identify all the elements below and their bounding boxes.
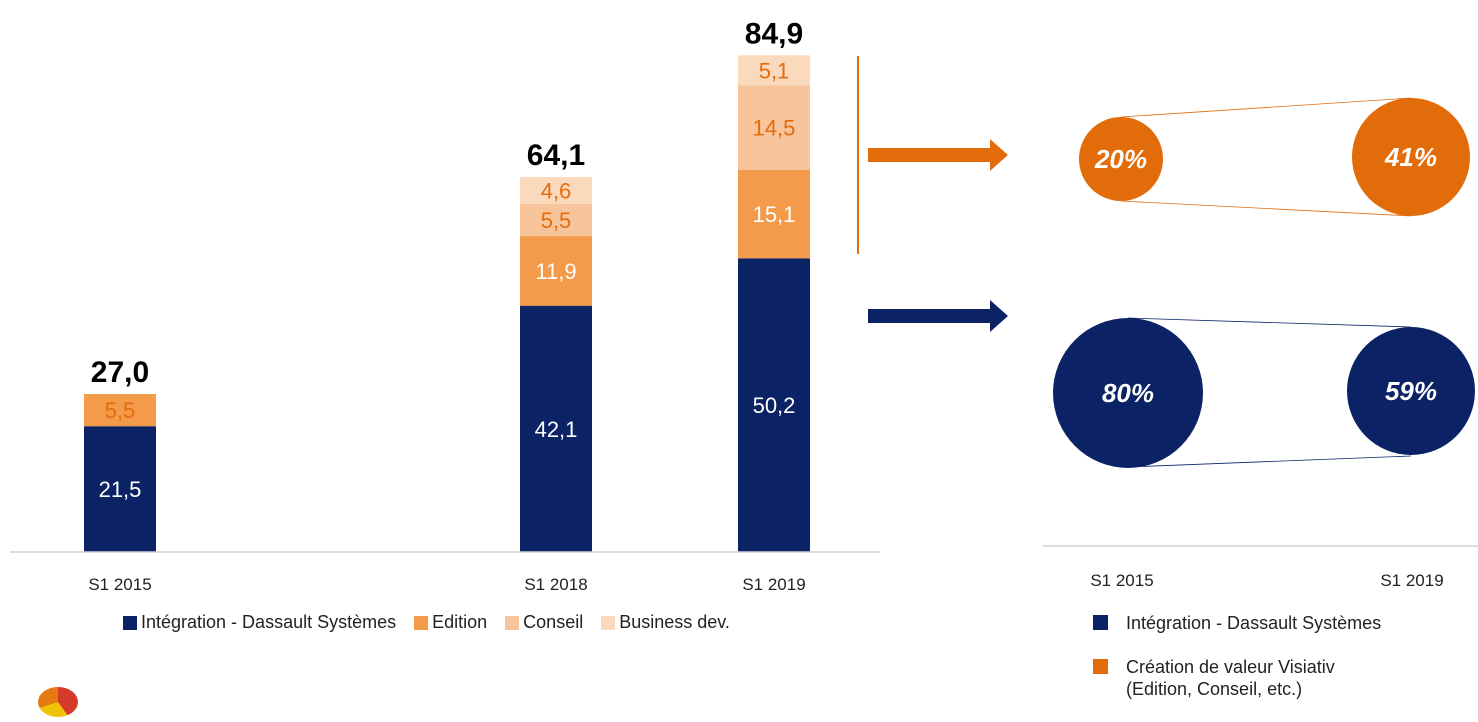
legend-swatch xyxy=(414,615,429,630)
totals-layer: 27,0 64,1 84,9 xyxy=(91,17,803,389)
legend-item: Intégration - Dassault Systèmes xyxy=(1093,612,1381,634)
bar-segment-conseil xyxy=(738,85,810,170)
connector-line xyxy=(1120,200,1412,217)
arrow-head xyxy=(990,300,1008,332)
x-tick-label: S1 2018 xyxy=(524,575,587,594)
bubble-creation-2019 xyxy=(1352,98,1470,216)
legend-label: Intégration - Dassault Systèmes xyxy=(141,612,397,632)
legend-swatch xyxy=(123,615,137,630)
total-label: 27,0 xyxy=(91,356,149,389)
bubble-value-label: 20% xyxy=(1094,144,1147,174)
data-label: 14,5 xyxy=(753,116,796,141)
data-label: 5,5 xyxy=(105,398,136,423)
legend-item: Edition xyxy=(414,612,487,633)
legend-label-line: (Edition, Conseil, etc.) xyxy=(1126,679,1303,699)
bubble-value-label: 80% xyxy=(1102,378,1154,408)
bubble-legend: Intégration - Dassault Systèmes Création… xyxy=(1093,612,1381,722)
bubble-integration-2019 xyxy=(1347,327,1475,455)
data-label: 50,2 xyxy=(753,393,796,418)
connector-line xyxy=(1120,97,1412,118)
legend-item: Conseil xyxy=(505,612,583,633)
chart-canvas: 21,5 5,5 42,1 11,9 5,5 4,6 50,2 15,1 14,5 5,1 27,… xyxy=(10,17,1478,594)
connector-line xyxy=(1127,317,1412,328)
bar-segment-business-dev xyxy=(738,55,810,86)
bubble-value-label: 41% xyxy=(1384,142,1437,172)
data-label: 5,5 xyxy=(541,208,572,233)
legend-label: Conseil xyxy=(523,612,584,632)
x-tick-label: S1 2015 xyxy=(88,575,151,594)
company-logo xyxy=(38,687,78,717)
bubble-value-label: 59% xyxy=(1385,376,1437,406)
bars-layer xyxy=(84,55,810,552)
bar-segment-edition xyxy=(738,169,810,259)
legend-item: Intégration - Dassault Systèmes xyxy=(123,612,396,633)
legend-item: Business dev. xyxy=(601,612,730,633)
total-label: 64,1 xyxy=(527,139,585,172)
bubble-creation-2015 xyxy=(1079,117,1163,201)
legend-item: Création de valeur Visiativ (Edition, Co… xyxy=(1093,656,1381,700)
segment-labels-layer: 21,5 5,5 42,1 11,9 5,5 4,6 50,2 15,1 14,5 5,1 xyxy=(99,58,796,502)
total-label: 84,9 xyxy=(745,17,803,50)
bar-segment-integration xyxy=(520,305,592,552)
bar-segment-edition xyxy=(520,236,592,306)
arrow-integration xyxy=(868,300,1008,332)
data-label: 15,1 xyxy=(753,202,796,227)
bar-segment-business-dev xyxy=(520,177,592,204)
x-tick-label: S1 2019 xyxy=(1380,571,1443,590)
chart-legend: Intégration - Dassault Systèmes Edition … xyxy=(123,612,748,633)
data-label: 11,9 xyxy=(535,259,576,284)
legend-label: Intégration - Dassault Systèmes xyxy=(1126,613,1382,633)
connector-line xyxy=(1127,455,1412,468)
x-tick-label: S1 2015 xyxy=(1090,571,1153,590)
bar-segment-edition xyxy=(84,394,156,427)
legend-label: Business dev. xyxy=(619,612,730,632)
legend-label: Edition xyxy=(432,612,488,632)
legend-swatch xyxy=(601,615,616,630)
x-tick-label: S1 2019 xyxy=(742,575,805,594)
bar-segment-integration xyxy=(84,426,156,552)
data-label: 42,1 xyxy=(535,417,578,442)
legend-swatch xyxy=(1093,615,1108,630)
legend-label-line: Création de valeur Visiativ xyxy=(1126,657,1335,677)
arrow-creation-valeur xyxy=(868,139,1008,171)
data-label: 5,1 xyxy=(759,58,790,83)
legend-label-multiline: Création de valeur Visiativ (Edition, Co… xyxy=(1126,656,1335,700)
arrow-shaft xyxy=(868,309,992,323)
bar-segment-integration xyxy=(738,258,810,552)
arrow-head xyxy=(990,139,1008,171)
data-label: 4,6 xyxy=(541,178,572,203)
legend-swatch xyxy=(505,615,520,630)
arrow-shaft xyxy=(868,148,992,162)
bubble-integration-2015 xyxy=(1053,318,1203,468)
bar-segment-conseil xyxy=(520,203,592,237)
data-label: 21,5 xyxy=(99,477,142,502)
legend-swatch xyxy=(1093,659,1108,674)
